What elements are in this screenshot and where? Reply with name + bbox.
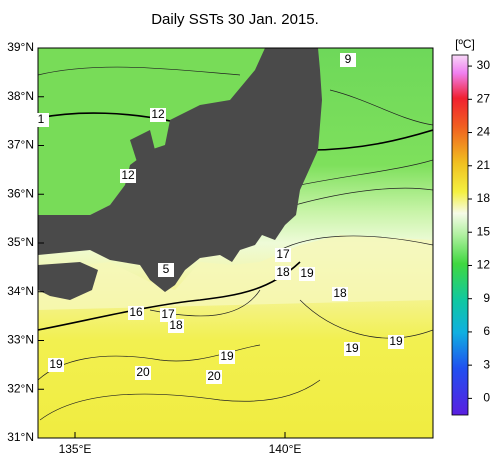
lat-label: 31°N	[7, 430, 34, 444]
contour-label-bg	[275, 266, 291, 280]
contour	[39, 379, 321, 421]
contour-label: 19	[345, 341, 359, 355]
lat-label: 38°N	[7, 89, 34, 103]
colorbar-tick-label: 24	[477, 125, 491, 139]
contour-label: 17	[276, 247, 290, 261]
contour-label: 20	[207, 369, 221, 383]
contour	[38, 261, 301, 331]
contour-label-bg	[120, 169, 136, 183]
contour-label-bg	[160, 308, 176, 322]
contour-label: 16	[129, 305, 143, 319]
contour-label: 18	[276, 265, 290, 279]
contour-label: 9	[345, 52, 352, 66]
contour-label-bg	[48, 358, 64, 372]
contour	[294, 187, 433, 206]
colorbar-tick-label: 18	[477, 191, 491, 205]
lat-label: 32°N	[7, 381, 34, 395]
lat-label: 39°N	[7, 40, 34, 54]
colorbar-tick-label: 6	[483, 324, 490, 338]
contour-label-bg	[340, 53, 356, 67]
contour-label: 5	[163, 262, 170, 276]
lat-label: 33°N	[7, 333, 34, 347]
colorbar-tick-label: 12	[477, 258, 491, 272]
contour-label-bg	[332, 287, 348, 301]
contour-label: 19	[49, 357, 63, 371]
contour	[299, 159, 433, 186]
colorbar	[451, 54, 469, 416]
land-shikoku	[38, 262, 98, 300]
lon-label: 135°E	[59, 442, 92, 456]
contour-label-bg	[158, 263, 174, 277]
contour	[299, 299, 433, 339]
contour-label: 12	[151, 107, 165, 121]
contour-label-bg	[275, 248, 291, 262]
contour-label-bg	[344, 342, 360, 356]
contour	[329, 89, 433, 126]
contour-label-bg	[128, 306, 144, 320]
land-noto	[130, 130, 155, 165]
colorbar-tick-label: 15	[477, 224, 491, 238]
colorbar-tick-label: 3	[483, 357, 490, 371]
sea-of-japan	[38, 48, 265, 215]
contour-label-bg	[33, 113, 49, 127]
lat-label: 36°N	[7, 186, 34, 200]
land-honshu	[38, 48, 322, 292]
contour-label: 20	[136, 365, 150, 379]
contour-label: 18	[333, 286, 347, 300]
colorbar-tick-label: 21	[477, 158, 491, 172]
contour-label: 18	[169, 318, 183, 332]
lat-label: 35°N	[7, 235, 34, 249]
contour-label: 1	[38, 112, 45, 126]
map-area	[38, 48, 433, 438]
lat-label: 34°N	[7, 284, 34, 298]
contour-label-bg	[388, 335, 404, 349]
contour	[38, 66, 241, 76]
contour-label: 12	[121, 168, 135, 182]
colorbar-tick-label: 30	[477, 58, 491, 72]
contour-label-bg	[135, 366, 151, 380]
contour-label: 17	[161, 307, 175, 321]
contour-label: 19	[220, 349, 234, 363]
contour	[309, 129, 433, 151]
colorbar-tick-label: 27	[477, 91, 491, 105]
contour	[279, 235, 433, 251]
contour-label: 19	[300, 266, 314, 280]
colorbar-tick-label: 0	[483, 391, 490, 405]
lat-label: 37°N	[7, 138, 34, 152]
colorbar-tick-label: 9	[483, 291, 490, 305]
contour-label: 19	[389, 334, 403, 348]
contour-label-bg	[206, 370, 222, 384]
contour-label-bg	[168, 319, 184, 333]
contour-label-bg	[299, 267, 315, 281]
contour-label-bg	[219, 350, 235, 364]
contour-label-bg	[150, 108, 166, 122]
title: Daily SSTs 30 Jan. 2015.	[151, 11, 319, 28]
colorbar-unit: [ºC]	[455, 37, 475, 51]
lon-label: 140°E	[269, 442, 302, 456]
